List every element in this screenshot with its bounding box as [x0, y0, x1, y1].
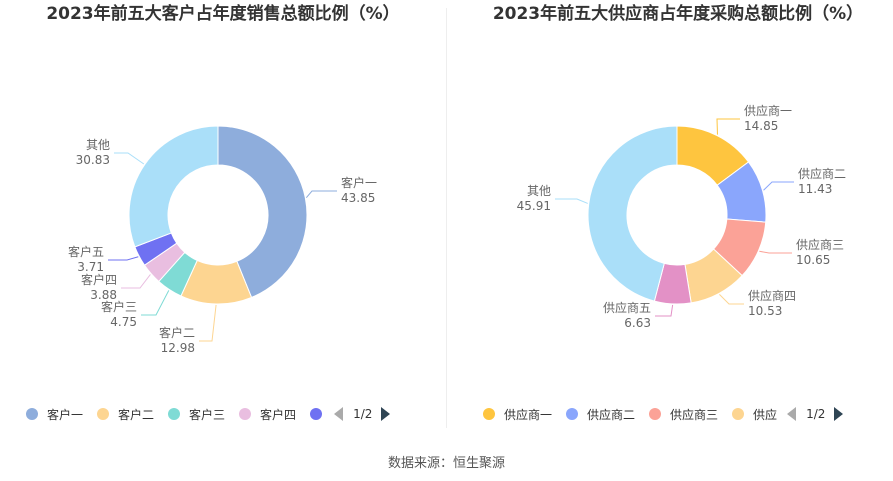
- slice-value-label: 10.65: [796, 253, 830, 267]
- slice-value-label: 4.75: [110, 315, 137, 329]
- slice-category-label: 供应商二: [798, 166, 846, 181]
- panel-divider: [446, 8, 447, 428]
- legend-pager: 1/2: [787, 407, 844, 421]
- supplier-chart-panel: 2023年前五大供应商占年度采购总额比例（%） 供应商一 14.85 供应商二 11.…: [447, 0, 893, 440]
- legend-next-icon[interactable]: [834, 407, 844, 421]
- slice-value-label: 3.88: [90, 288, 117, 302]
- leader-line: [655, 304, 674, 317]
- slice-category-label: 客户三: [101, 299, 137, 314]
- slice-category-label: 供应商三: [796, 237, 844, 252]
- legend-next-icon[interactable]: [381, 407, 391, 421]
- legend-marker: [483, 408, 495, 420]
- slice-value-label: 45.91: [517, 199, 551, 213]
- legend-marker: [26, 408, 38, 420]
- legend-marker: [566, 408, 579, 420]
- legend-item-customer-1[interactable]: 客户一: [26, 406, 83, 423]
- donut-slice[interactable]: [587, 125, 678, 302]
- slice-value-label: 10.53: [748, 304, 782, 318]
- slice-category-label: 供应商一: [744, 103, 792, 118]
- legend-marker: [239, 408, 252, 420]
- legend-label: 客户三: [189, 407, 226, 422]
- donut-slice[interactable]: [217, 125, 308, 299]
- slice-category-label: 供应商四: [748, 288, 796, 303]
- slice-category-label: 客户四: [81, 272, 117, 287]
- slice-value-label: 14.85: [744, 119, 778, 133]
- slice-category-label: 其他: [86, 138, 110, 152]
- legend-item-customer-2[interactable]: 客户二: [97, 406, 154, 423]
- slice-value-label: 6.63: [624, 316, 651, 330]
- legend-item-customer-3[interactable]: 客户三: [168, 406, 225, 423]
- legend-item-supplier-3[interactable]: 供应商三: [649, 406, 718, 423]
- legend-item-customer-4[interactable]: 客户四: [239, 406, 296, 423]
- donut-slice[interactable]: [128, 125, 219, 248]
- leader-line: [114, 152, 145, 165]
- legend-marker: [168, 408, 181, 420]
- legend-marker: [310, 408, 323, 420]
- legend-marker: [649, 408, 662, 420]
- customer-chart-panel: 2023年前五大客户占年度销售总额比例（%） 客户一 43.85 客户二 12.98 客…: [0, 0, 446, 440]
- chart-legend: 客户一 客户二 客户三 客户四 1/2: [0, 403, 446, 425]
- chart-title: 2023年前五大供应商占年度采购总额比例（%）: [492, 4, 864, 24]
- leader-line: [121, 274, 151, 289]
- legend-item-supplier-4[interactable]: 供应: [732, 406, 777, 423]
- slice-category-label: 客户五: [68, 244, 104, 259]
- legend-label: 供应商二: [587, 407, 636, 422]
- slice-value-label: 12.98: [161, 341, 195, 355]
- leader-line: [763, 181, 794, 191]
- legend-label: 供应商三: [670, 407, 719, 422]
- slice-value-label: 11.43: [798, 182, 832, 196]
- leader-line: [719, 294, 744, 305]
- legend-page-indicator: 1/2: [806, 407, 826, 421]
- slice-value-label: 3.71: [77, 260, 104, 274]
- leader-line: [555, 198, 588, 204]
- leader-line: [141, 290, 170, 316]
- data-source: 数据来源：恒生聚源: [387, 456, 505, 471]
- legend-label: 客户一: [47, 407, 84, 422]
- legend-label: 供应商一: [504, 407, 553, 422]
- legend-label: 客户四: [260, 407, 297, 422]
- slice-category-label: 客户二: [159, 325, 195, 340]
- legend-marker: [97, 408, 110, 420]
- slice-category-label: 其他: [527, 184, 551, 198]
- legend-prev-icon[interactable]: [334, 407, 344, 421]
- slice-category-label: 供应商五: [603, 300, 651, 315]
- leader-line: [305, 190, 337, 199]
- legend-label: 供应: [753, 407, 778, 422]
- slice-value-label: 43.85: [341, 191, 375, 205]
- leader-line: [716, 118, 740, 135]
- legend-item-customer-5[interactable]: [310, 408, 323, 420]
- leader-line: [108, 256, 139, 261]
- slice-category-label: 客户一: [341, 175, 377, 190]
- legend-marker: [732, 408, 745, 420]
- legend-item-supplier-2[interactable]: 供应商二: [566, 406, 635, 423]
- legend-prev-icon[interactable]: [787, 407, 797, 421]
- chart-legend: 供应商一 供应商二 供应商三 供应 1/2: [447, 403, 893, 425]
- leader-line: [759, 250, 792, 254]
- chart-title: 2023年前五大客户占年度销售总额比例（%）: [46, 4, 400, 24]
- legend-pager: 1/2: [334, 407, 391, 421]
- leader-line: [199, 304, 217, 342]
- legend-item-supplier-1[interactable]: 供应商一: [483, 406, 552, 423]
- slice-value-label: 30.83: [76, 153, 110, 167]
- legend-label: 客户二: [118, 407, 155, 422]
- legend-page-indicator: 1/2: [353, 407, 373, 421]
